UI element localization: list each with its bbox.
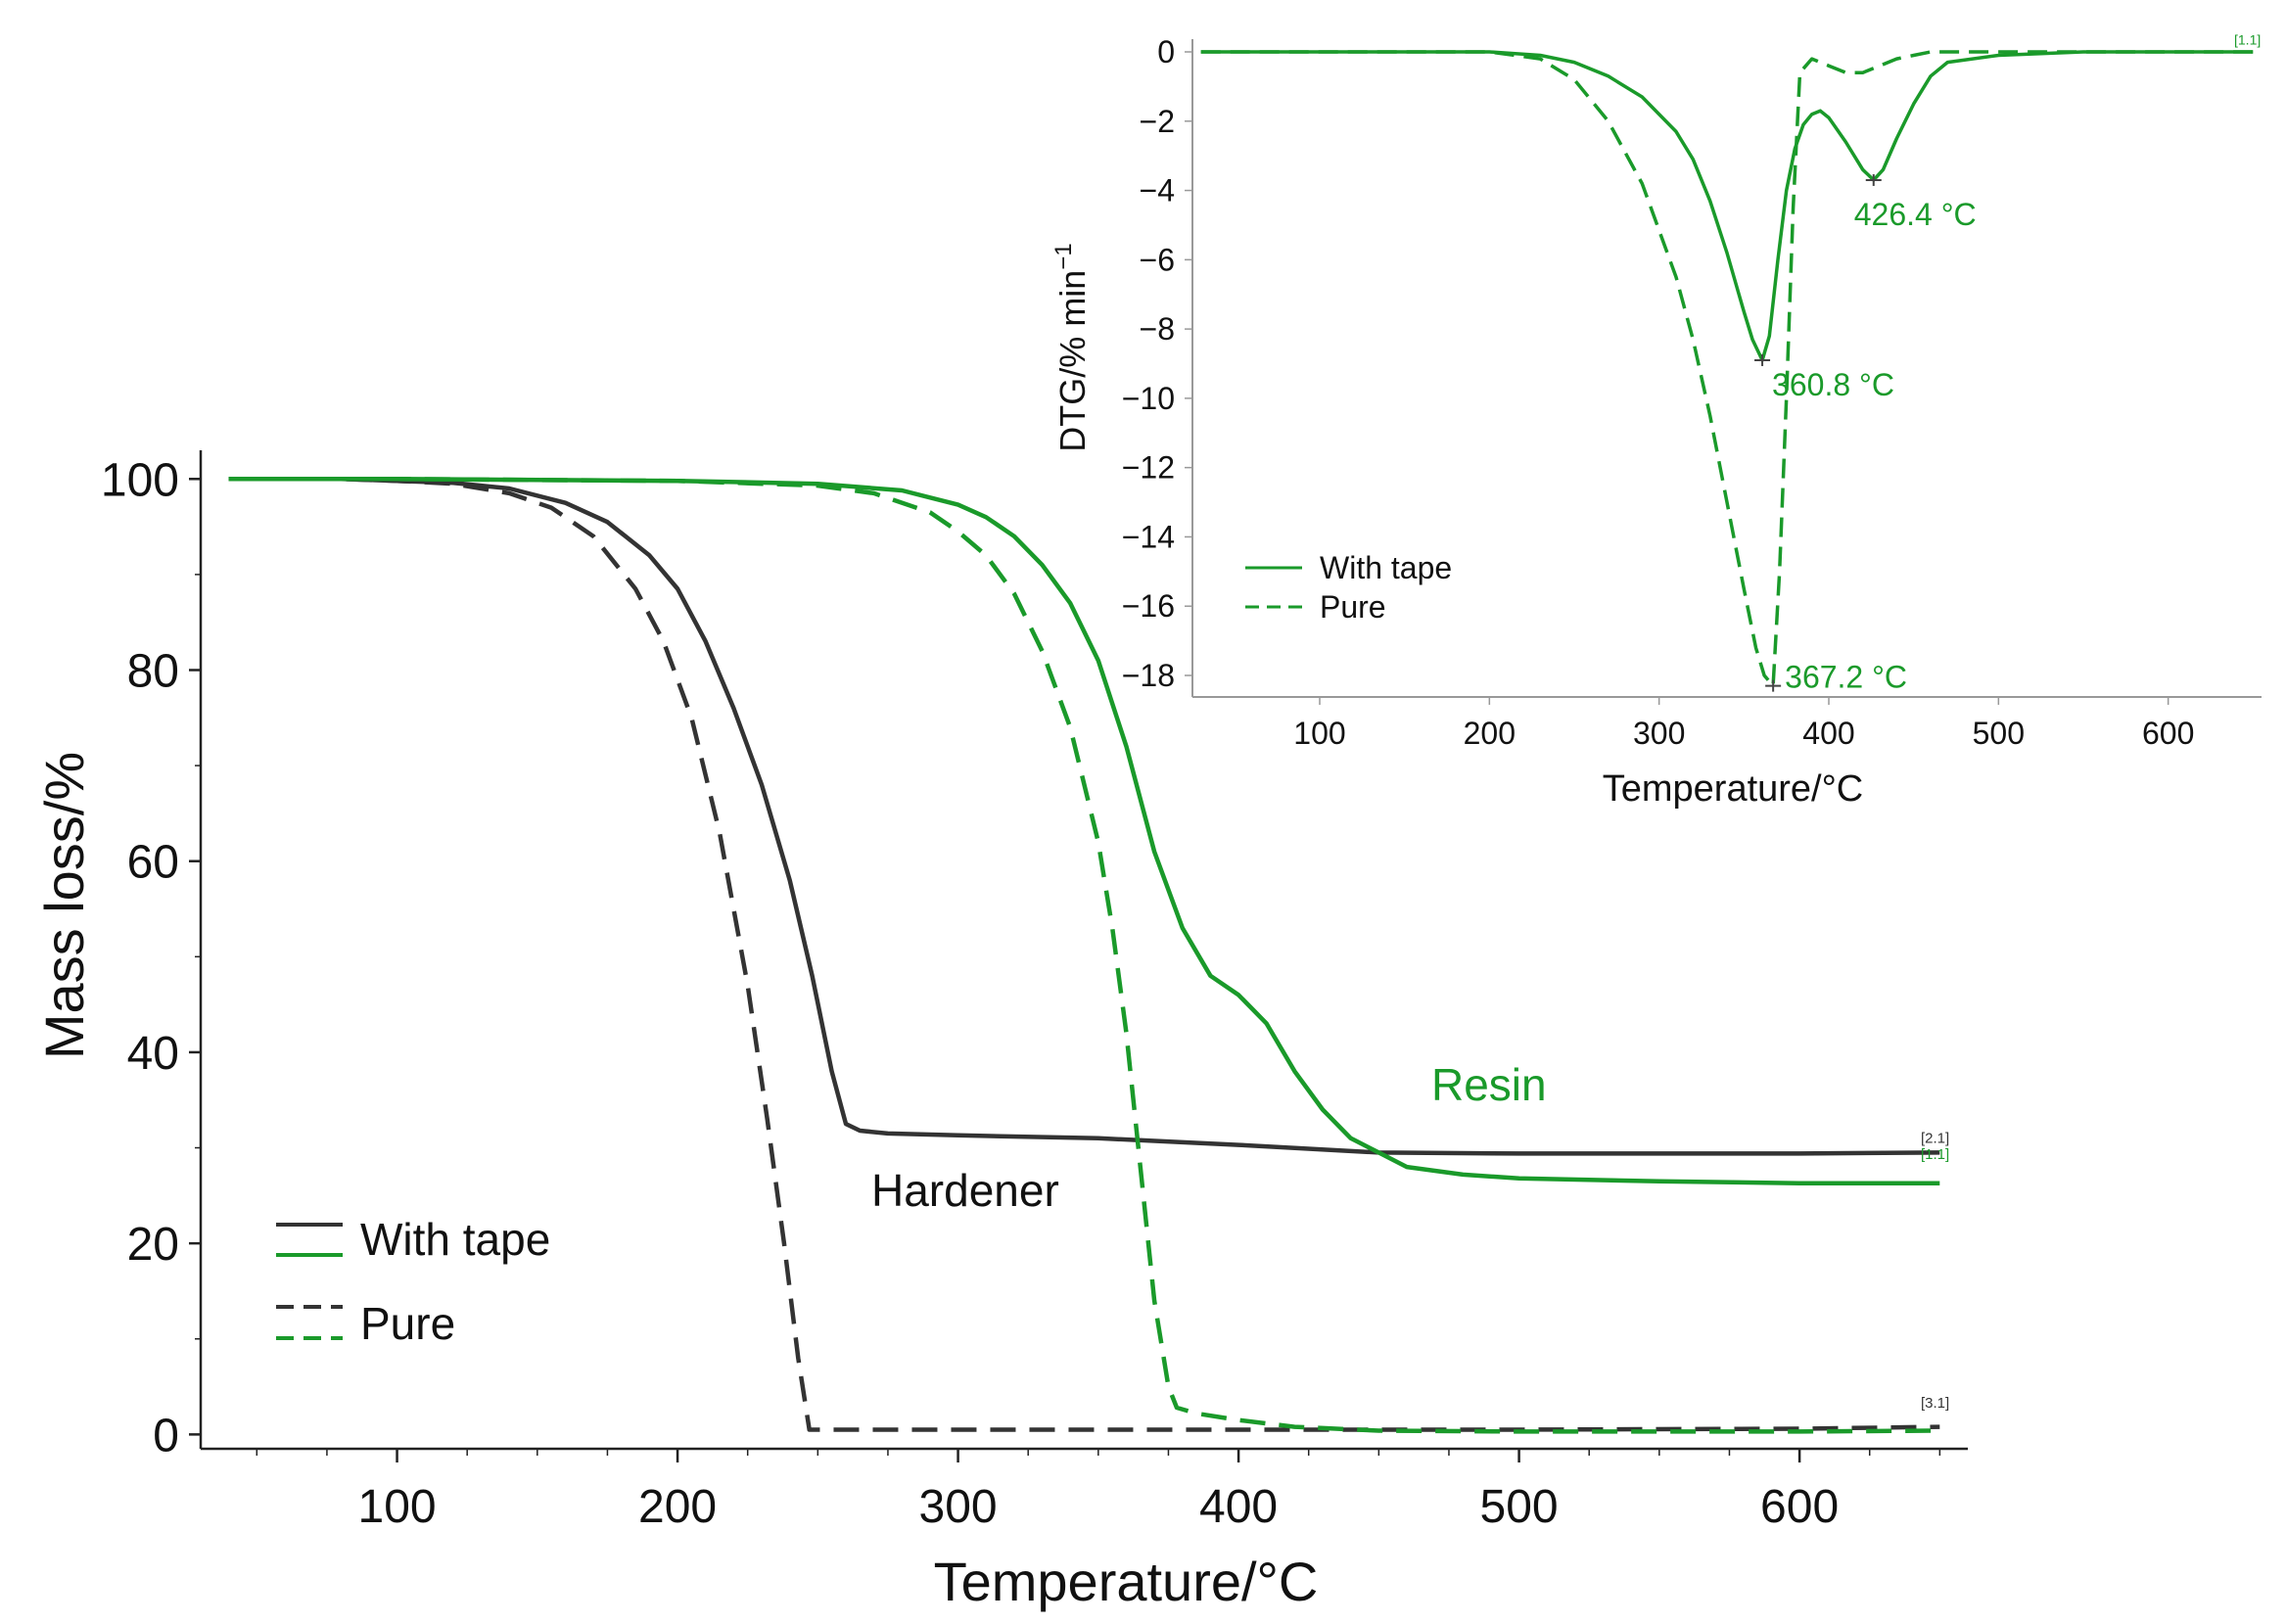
main-x-tick-label: 100 — [358, 1481, 437, 1533]
inset-x-tick-label: 400 — [1802, 716, 1854, 751]
inset-y-tick-label: −8 — [1140, 311, 1175, 347]
main-y-tick-label: 20 — [127, 1219, 179, 1271]
main-x-tick-label: 300 — [919, 1481, 998, 1533]
main-y-tick-label: 0 — [153, 1410, 179, 1462]
main-end-marker: [1.1] — [1921, 1146, 1949, 1163]
inset-peak-label: 360.8 °C — [1772, 367, 1894, 402]
main-end-marker: [2.1] — [1921, 1131, 1949, 1147]
inset-y-tick-label: −10 — [1122, 381, 1175, 416]
inset-y-axis-title-sup: −1 — [1050, 243, 1077, 269]
inset-x-tick-label: 100 — [1293, 716, 1345, 751]
inset-series-line-pure — [1200, 50, 2254, 688]
inset-x-axis-title: Temperature/°C — [1603, 768, 1864, 810]
inset-y-tick-label: 0 — [1157, 34, 1175, 70]
inset-series-line-with-tape — [1200, 50, 2254, 362]
main-y-axis-title: Mass loss/% — [33, 752, 95, 1059]
inset-legend: With tape Pure — [1245, 550, 1452, 625]
main-x-tick-label: 400 — [1199, 1481, 1278, 1533]
inset-background — [1190, 39, 2262, 700]
series-line-hardener-with-tape — [228, 477, 1940, 1156]
inset-end-marker: [1.1] — [2234, 31, 2261, 47]
inset-y-tick-label: −14 — [1122, 519, 1175, 554]
inset-y-tick-label: −6 — [1140, 242, 1175, 277]
inset-x-tick-label: 500 — [1973, 716, 2025, 751]
annotation-hardener: Hardener — [871, 1165, 1059, 1216]
main-y-tick-label: 60 — [127, 837, 179, 889]
main-y-tick-label: 80 — [127, 645, 179, 697]
main-y-tick-label: 100 — [101, 454, 179, 506]
inset-x-tick-label: 200 — [1464, 716, 1516, 751]
main-y-tick-label: 40 — [127, 1028, 179, 1080]
inset-y-axis-title: DTG/% min−1 — [1050, 243, 1093, 451]
inset-y-tick-label: −4 — [1140, 173, 1175, 209]
legend-label-pure: Pure — [360, 1298, 455, 1349]
legend-label-with-tape: With tape — [360, 1214, 550, 1265]
inset-legend-label-with-tape: With tape — [1320, 550, 1452, 585]
main-x-tick-label: 500 — [1480, 1481, 1559, 1533]
main-legend: With tape Pure — [276, 1214, 550, 1349]
series-line-hardener-pure — [228, 477, 1940, 1432]
main-x-axis-title: Temperature/°C — [934, 1551, 1319, 1612]
main-x-tick-label: 200 — [638, 1481, 717, 1533]
inset-plot: 100 200 300 400 500 600 0 −2 −4 −6 −8 −10 −12 −14 −16 −… — [1050, 31, 2262, 810]
series-line-resin-with-tape — [228, 477, 1940, 1185]
main-end-marker: [3.1] — [1921, 1395, 1949, 1412]
inset-peak-label: 426.4 °C — [1854, 197, 1977, 232]
inset-x-tick-label: 600 — [2142, 716, 2194, 751]
inset-peak-label: 367.2 °C — [1785, 660, 1907, 695]
inset-y-tick-label: −2 — [1140, 104, 1175, 139]
inset-y-axis-title-main: DTG/% min — [1052, 270, 1093, 452]
inset-legend-label-pure: Pure — [1320, 589, 1386, 625]
main-plot: 100 200 300 400 500 600 0 20 40 60 80 100 Temperatu… — [33, 450, 1968, 1612]
inset-y-tick-label: −12 — [1122, 450, 1175, 486]
main-x-tick-label: 600 — [1760, 1481, 1839, 1533]
series-line-resin-pure — [228, 477, 1940, 1434]
inset-y-tick-label: −18 — [1122, 658, 1175, 693]
annotation-resin: Resin — [1431, 1059, 1547, 1110]
inset-x-tick-label: 300 — [1633, 716, 1685, 751]
inset-y-tick-label: −16 — [1122, 588, 1175, 624]
